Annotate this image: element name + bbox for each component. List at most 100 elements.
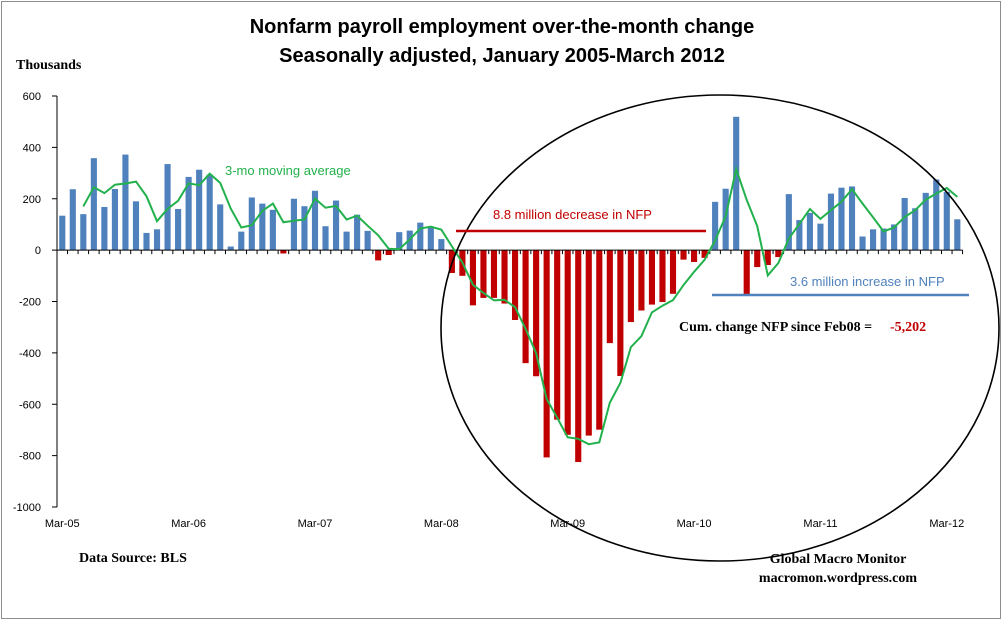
bar [522,250,529,364]
bar [238,231,245,251]
bar [143,232,150,251]
bar [596,250,603,430]
bar [111,188,118,251]
y-tick-label: 400 [23,142,41,154]
chart-subtitle: Seasonally adjusted, January 2005-March … [279,45,725,67]
bar [427,227,434,251]
bar [217,204,224,251]
bar [701,250,708,258]
y-tick-label: -1000 [13,502,41,514]
y-tick-label: 200 [23,194,41,206]
bar [417,222,424,251]
bar [806,212,813,251]
bar [175,209,182,251]
bar [196,169,203,251]
bar [880,228,887,251]
bar [490,250,498,298]
bar [438,239,445,251]
bar [385,250,392,256]
chart-title: Nonfarm payroll employment over-the-mont… [250,16,755,38]
bar [90,158,97,251]
bar [101,206,108,251]
bar [480,250,487,298]
bar [764,250,771,266]
x-tick-label: Mar-06 [171,518,206,530]
bar [933,179,940,251]
bar [775,250,782,258]
y-tick-label: 600 [23,91,41,103]
bar [733,116,740,251]
bar [754,250,761,268]
bar [585,250,592,436]
bar [691,250,698,262]
moving-average-line [82,165,958,446]
bar [827,193,835,251]
cum-change-label: Cum. change NFP since Feb08 = [679,320,872,335]
bar [564,250,571,435]
credit-name: Global Macro Monitor [770,552,907,567]
bar [164,164,171,251]
bar [669,250,677,294]
bar [501,250,508,304]
y-axis-ticks: 600 400 200 0 -200 -400 -600 -800 -1000 [13,91,57,514]
bar [817,223,824,251]
bar [227,246,234,251]
x-axis-ticks: Mar-05 Mar-06 Mar-07 Mar-08 Mar-09 Mar-10 Mar-… [45,250,964,530]
bar [364,230,371,251]
bar [901,197,908,251]
bar [185,176,192,251]
x-tick-label: Mar-08 [424,518,459,530]
bar [354,214,361,251]
bar [206,174,213,251]
y-axis-label: Thousands [16,58,82,73]
cum-change-value: -5,202 [890,320,926,335]
bar [743,250,750,295]
y-tick-label: -800 [19,451,41,463]
bar [375,250,382,261]
bar [554,250,561,420]
x-tick-label: Mar-07 [298,518,333,530]
bar [606,250,613,344]
bar [322,226,329,251]
bar [617,250,624,376]
bar [627,250,634,323]
bar [954,219,961,251]
bar [469,250,476,306]
y-tick-label: -200 [19,297,41,309]
bar [153,229,161,251]
bar [712,201,719,251]
bar [533,250,540,377]
bar [796,220,803,251]
bar [343,231,350,251]
bar [69,189,76,251]
highlight-ellipse [440,94,1000,562]
bar [280,250,287,254]
bar [269,209,276,251]
bar [301,206,308,251]
increase-annotation: 3.6 million increase in NFP [790,274,945,289]
bar [838,187,845,251]
bar [543,250,550,458]
moving-average-label: 3-mo moving average [225,163,351,178]
bar [290,198,297,251]
bar [511,250,519,320]
bar [722,188,729,251]
bar [259,203,266,251]
bar [575,250,582,463]
bar [922,192,929,251]
bar [912,208,919,251]
bar [396,232,403,251]
bar [122,154,129,251]
bar [785,194,792,251]
decrease-annotation: 8.8 million decrease in NFP [493,207,652,222]
bar [848,186,856,251]
bar [680,250,687,260]
y-tick-label: -600 [19,399,41,411]
bar [332,200,340,251]
bar [943,191,950,251]
bar [638,250,645,311]
bar [132,201,140,251]
bar [859,236,866,251]
